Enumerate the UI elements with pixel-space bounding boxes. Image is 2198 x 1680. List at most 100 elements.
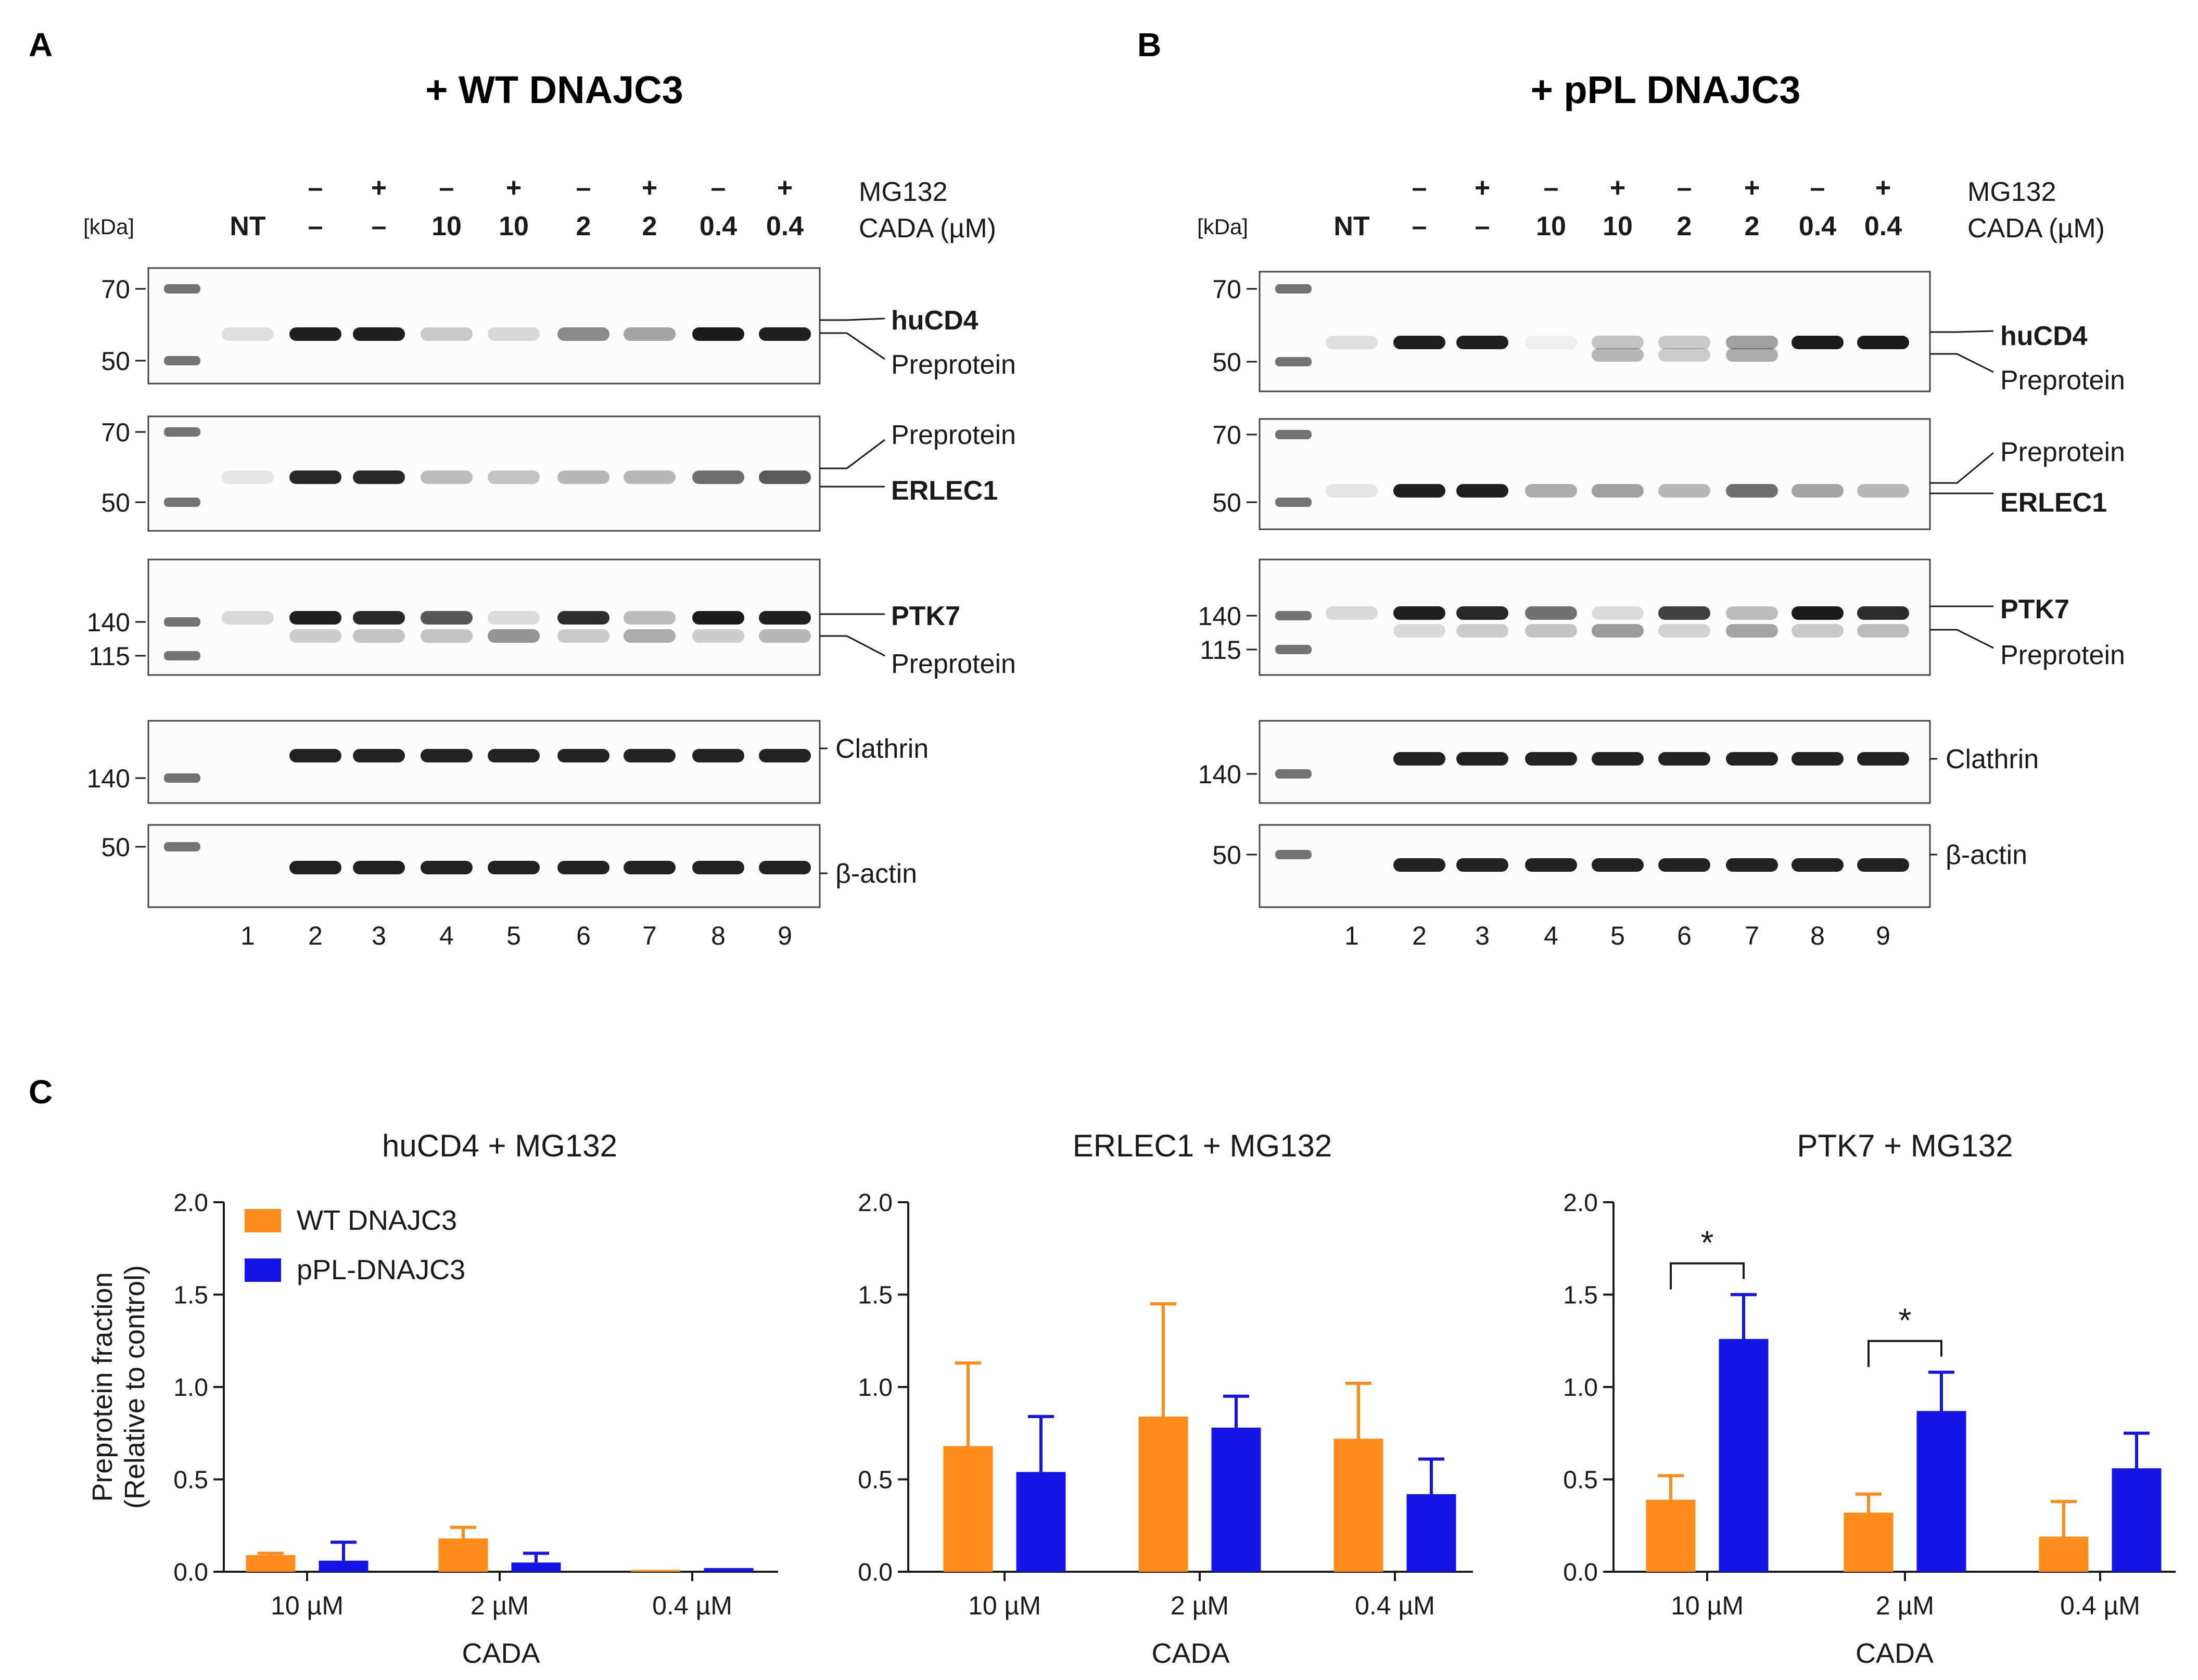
lane-number: 9 [778,921,792,950]
protein-band [1592,336,1644,349]
protein-band [1592,348,1644,362]
protein-band [289,327,341,341]
lane-number: 4 [1544,921,1558,950]
protein-band [1857,606,1909,620]
protein-band [1792,624,1844,638]
mg132-row-label: MG132 [859,177,948,207]
ladder-band [164,651,200,660]
protein-band [353,327,405,341]
bar-ppl [1406,1494,1456,1572]
ladder-band [164,498,200,507]
protein-band [692,749,744,762]
blot-strip: 140 115 PTK7 Preprotein [1198,558,2125,676]
lane-number: 8 [1810,921,1825,950]
kda-marker: 140 [1198,760,1241,789]
ladder-band [1275,611,1312,620]
protein-band [759,470,811,484]
protein-band [1393,624,1445,638]
lane-number: 5 [506,921,521,950]
blot-strip: 50 β-actin [101,824,917,908]
protein-band [1456,624,1508,638]
legend-label: pPL-DNAJC3 [297,1254,465,1286]
cada-concentration: 0.4 [1864,211,1902,241]
band-connector [1930,330,1994,333]
ladder-band [1275,498,1312,507]
bar-ppl [1016,1472,1066,1572]
band-connector [820,317,885,321]
protein-band [1658,336,1710,349]
mg132-sign: + [1610,173,1625,203]
protein-band [557,611,609,625]
protein-band [289,749,341,762]
cada-concentration: 10 [1603,211,1633,241]
protein-band [1525,624,1577,638]
chart-title: ERLEC1 + MG132 [1073,1128,1332,1163]
blot-label: Preprotein [2000,365,2125,396]
bar-chart: huCD4 + MG132 0.0 0.5 1.0 1.5 2.0 10 µM 2 µM 0.4… [87,1128,778,1669]
protein-band [1726,348,1778,362]
lane-number: 6 [576,921,591,950]
mg132-sign: + [642,173,657,203]
kda-marker: 140 [87,608,130,637]
chart-title: huCD4 + MG132 [382,1128,617,1163]
protein-band [1326,484,1378,498]
protein-band [1592,606,1644,620]
blot-label: β-actin [1946,840,2027,870]
kda-marker: 70 [1212,421,1241,450]
protein-band [488,749,540,762]
protein-band [1525,752,1577,766]
protein-band [1792,858,1844,872]
protein-band [557,749,609,762]
ladder-band [164,617,200,627]
protein-band [1658,606,1710,620]
blot-label: huCD4 [2000,321,2088,351]
protein-band [289,629,341,643]
ladder-band [1275,850,1312,859]
protein-band [1592,484,1644,498]
y-tick-label: 1.0 [1563,1374,1598,1402]
legend-label: WT DNAJC3 [297,1205,457,1236]
lane-number: 2 [308,921,323,950]
bar-ppl [319,1560,369,1572]
protein-band [488,470,540,484]
protein-band [1658,858,1710,872]
bar-chart: ERLEC1 + MG132 0.0 0.5 1.0 1.5 2.0 10 µM 2 µM 0.… [858,1128,1473,1669]
blot-membrane [1259,271,1931,392]
cada-concentration: NT [1333,211,1370,241]
protein-band [353,470,405,484]
ladder-band [164,356,200,365]
x-axis-label: CADA [462,1638,540,1669]
x-tick-label: 10 µM [968,1591,1041,1620]
protein-band [1393,336,1445,349]
blot-label: Clathrin [1946,744,2039,774]
protein-band [353,749,405,762]
x-tick-label: 2 µM [1876,1591,1934,1620]
protein-band [692,861,744,874]
kda-marker: 50 [101,833,130,862]
protein-band [488,327,540,341]
protein-band [222,470,274,484]
bar-wt [943,1446,993,1572]
blot-label: β-actin [835,859,917,889]
protein-band [1326,336,1378,349]
band-connector [1930,629,1994,649]
protein-band [488,611,540,625]
protein-band [1857,624,1909,638]
bar-wt [1646,1499,1696,1572]
protein-band [1658,484,1710,498]
protein-band [1857,484,1909,498]
kda-marker: 70 [1212,275,1241,304]
kda-marker: 50 [1212,488,1241,517]
band-connector [1930,353,1994,373]
protein-band [1456,484,1508,498]
mg132-sign: + [777,173,793,203]
ladder-band [164,773,200,783]
protein-band [1658,624,1710,638]
western-blot-panel-a: – + – + – + – + NT – – 10 10 2 2 0.4 0.4 MG132 CADA (µM) [k… [83,173,1016,950]
protein-band [421,861,473,874]
x-tick-label: 2 µM [1171,1591,1229,1620]
cada-concentration: – [1475,211,1490,241]
protein-band [624,611,676,625]
kda-label: [kDa] [1197,214,1248,239]
band-connector [820,439,885,469]
